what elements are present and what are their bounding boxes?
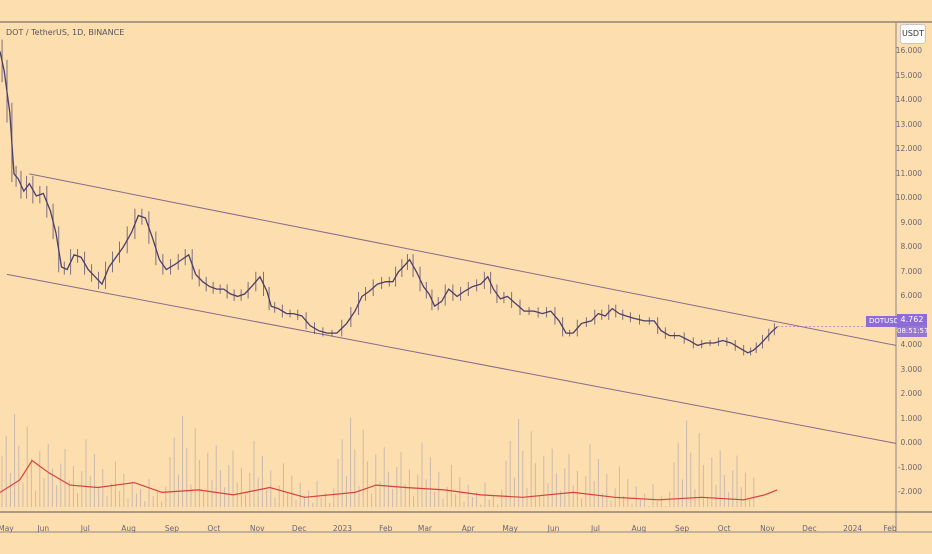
volume-ma bbox=[0, 459, 778, 501]
symbol-title[interactable]: DOT / TetherUS, 1D, BINANCE bbox=[6, 28, 125, 37]
time-tick-label: Apr bbox=[461, 524, 475, 533]
price-tick-label: 1.000 bbox=[900, 413, 922, 423]
price-tag-value: 4.762 bbox=[897, 314, 927, 326]
time-tick-label: Aug bbox=[631, 524, 647, 533]
time-tick-label: Feb bbox=[379, 524, 393, 533]
price-tag-countdown: 08:51:57 bbox=[897, 326, 929, 337]
time-tick-label: May bbox=[0, 524, 14, 533]
volume-ma-line bbox=[0, 459, 778, 501]
time-tick-label: Sep bbox=[164, 524, 179, 533]
time-tick-label: Dec bbox=[291, 524, 307, 533]
time-tick-label: Oct bbox=[717, 524, 731, 533]
price-tick-label: 11.000 bbox=[895, 168, 922, 178]
time-tick-label: Jul bbox=[590, 524, 600, 533]
time-tick-label: Sep bbox=[675, 524, 690, 533]
price-tick-label: 4.000 bbox=[900, 340, 922, 350]
last-price-tag: DOTUSDT 4.762 08:51:57 bbox=[866, 314, 928, 338]
time-tick-label: Dec bbox=[802, 524, 817, 533]
price-tick-label: 13.000 bbox=[895, 119, 922, 129]
channel-lines[interactable] bbox=[6, 173, 897, 444]
time-tick-label: May bbox=[502, 524, 518, 533]
price-tick-label: 6.000 bbox=[900, 291, 922, 301]
time-tick-label: Mar bbox=[417, 524, 432, 533]
time-tick-label: 2023 bbox=[332, 524, 352, 533]
time-tick-label: Nov bbox=[249, 524, 265, 533]
price-tick-label: 0.000 bbox=[900, 438, 922, 448]
time-tick-label: Jun bbox=[37, 524, 50, 533]
time-tick-label: Jun bbox=[547, 524, 560, 533]
price-tick-label: 7.000 bbox=[900, 266, 922, 276]
volume-bars bbox=[1, 414, 755, 508]
channel-line-lower bbox=[6, 273, 897, 444]
price-tick-label: 15.000 bbox=[895, 70, 922, 80]
price-tick-label: 8.000 bbox=[900, 242, 922, 252]
time-tick-label: Aug bbox=[121, 524, 136, 533]
currency-button[interactable]: USDT bbox=[900, 24, 926, 44]
price-tick-label: 10.000 bbox=[895, 193, 922, 203]
time-tick-label: 2024 bbox=[843, 524, 863, 533]
price-line bbox=[0, 51, 778, 354]
price-tick-label: 14.000 bbox=[895, 95, 922, 105]
channel-line-upper bbox=[29, 173, 897, 346]
time-tick-label: Oct bbox=[207, 524, 221, 533]
price-tick-label: 16.000 bbox=[895, 46, 922, 56]
time-tick-label: Nov bbox=[760, 524, 775, 533]
time-tick-label: Jul bbox=[80, 524, 90, 533]
price-series bbox=[0, 39, 866, 356]
price-tick-label: -2.000 bbox=[897, 487, 922, 497]
price-tick-label: 9.000 bbox=[900, 217, 922, 227]
price-tick-label: 3.000 bbox=[900, 364, 922, 374]
price-tag-symbol: DOTUSDT bbox=[866, 316, 907, 327]
price-tick-label: 2.000 bbox=[900, 389, 922, 399]
price-tick-label: -1.000 bbox=[897, 462, 922, 472]
price-tick-label: 12.000 bbox=[895, 144, 922, 154]
time-tick-label: Feb bbox=[883, 524, 897, 533]
